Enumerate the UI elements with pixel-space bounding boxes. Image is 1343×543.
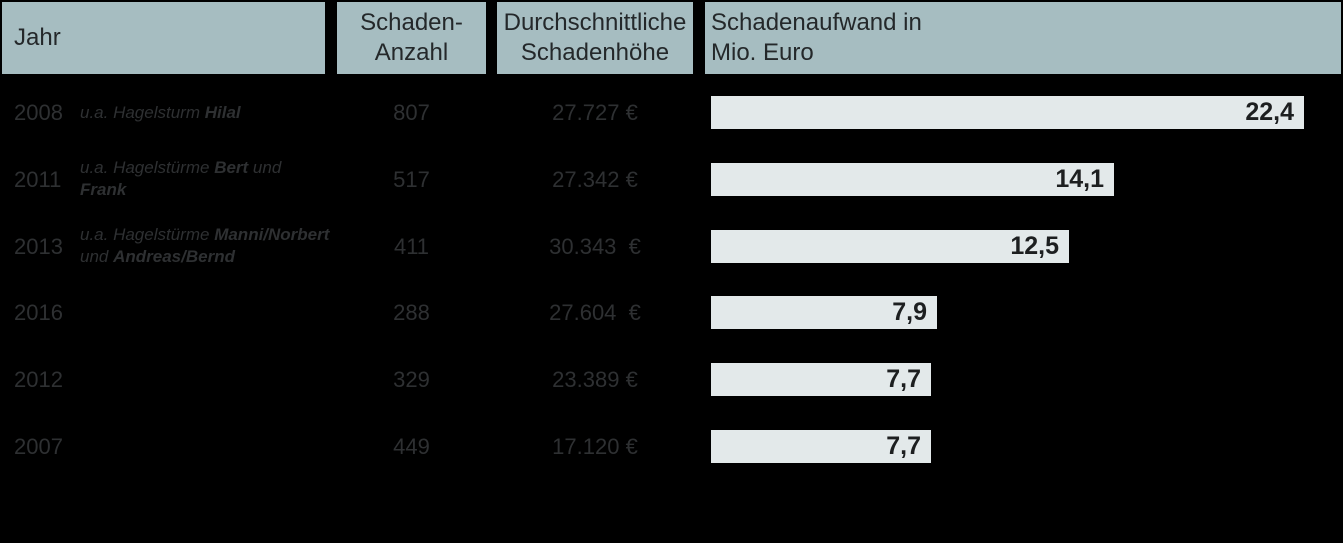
damage-bar-value: 7,7: [886, 365, 921, 394]
column-header-avg-claim-line2: Schadenhöhe: [520, 39, 670, 66]
column-header-total-expenditure: Schadenaufwand in Mio. Euro: [705, 2, 1341, 74]
column-header-claim-count: Schaden- Anzahl: [337, 2, 486, 74]
column-header-total-expenditure-line1: Schadenaufwand in: [711, 9, 922, 36]
claim-count: 807: [393, 100, 430, 125]
damage-bar-value: 22,4: [1245, 98, 1294, 126]
column-header-avg-claim: Durchschnittliche Schadenhöhe: [497, 2, 693, 74]
damage-bar-value: 12,5: [1010, 231, 1059, 260]
column-header-claim-count-line2: Anzahl: [374, 39, 449, 66]
column-header-total-expenditure-line2: Mio. Euro: [711, 39, 814, 66]
damage-bar: 7,7: [711, 430, 931, 464]
avg-claim-amount: 27.727 €: [552, 100, 638, 125]
year-label: 2016: [14, 300, 63, 326]
damage-bar: 14,1: [711, 162, 1114, 196]
column-header-year: Jahr: [2, 2, 325, 74]
avg-claim-amount: 27.604 €: [549, 300, 641, 326]
storm-annotation: u.a. Hagelstürme Manni/Norbert und Andrea…: [80, 225, 330, 267]
claim-count: 288: [393, 300, 430, 326]
damage-bar-value: 7,7: [886, 432, 921, 461]
claim-count: 449: [393, 434, 430, 460]
table-row: 2011 u.a. Hagelstürme Bert und Frank 517 27.…: [0, 146, 1343, 213]
damage-bar: 7,9: [711, 296, 937, 330]
damage-bar: 12,5: [711, 229, 1069, 263]
table-row: 2012 329 23.389 € 7,7: [0, 346, 1343, 413]
year-label: 2008: [14, 100, 63, 125]
avg-claim-amount: 27.342 €: [552, 166, 638, 192]
damage-bar-value: 14,1: [1055, 164, 1104, 193]
year-label: 2012: [14, 367, 63, 393]
table-row: 2013 u.a. Hagelstürme Manni/Norbert und An…: [0, 213, 1343, 280]
damage-bar: 22,4: [711, 96, 1304, 129]
year-label: 2013: [14, 233, 63, 259]
table-row: 2008 u.a. Hagelsturm Hilal 807 27.727 € 22,4: [0, 79, 1343, 146]
column-header-avg-claim-line1: Durchschnittliche: [503, 9, 687, 36]
year-label: 2007: [14, 434, 63, 460]
column-header-year-label: Jahr: [14, 24, 61, 51]
table-row: 2016 288 27.604 € 7,9: [0, 279, 1343, 346]
avg-claim-amount: 30.343 €: [549, 233, 641, 259]
avg-claim-amount: 23.389 €: [552, 367, 638, 393]
damage-bar: 7,7: [711, 363, 931, 397]
claim-count: 411: [393, 233, 430, 259]
table-row: 2007 449 17.120 € 7,7: [0, 413, 1343, 480]
storm-annotation: u.a. Hagelstürme Bert und Frank: [80, 158, 282, 200]
storm-annotation: u.a. Hagelsturm Hilal: [80, 102, 241, 122]
claim-count: 329: [393, 367, 430, 393]
claim-count: 517: [393, 166, 430, 192]
damage-bar-value: 7,9: [892, 298, 927, 327]
year-label: 2011: [14, 166, 62, 192]
column-header-claim-count-line1: Schaden-: [360, 9, 463, 36]
avg-claim-amount: 17.120 €: [552, 434, 638, 460]
